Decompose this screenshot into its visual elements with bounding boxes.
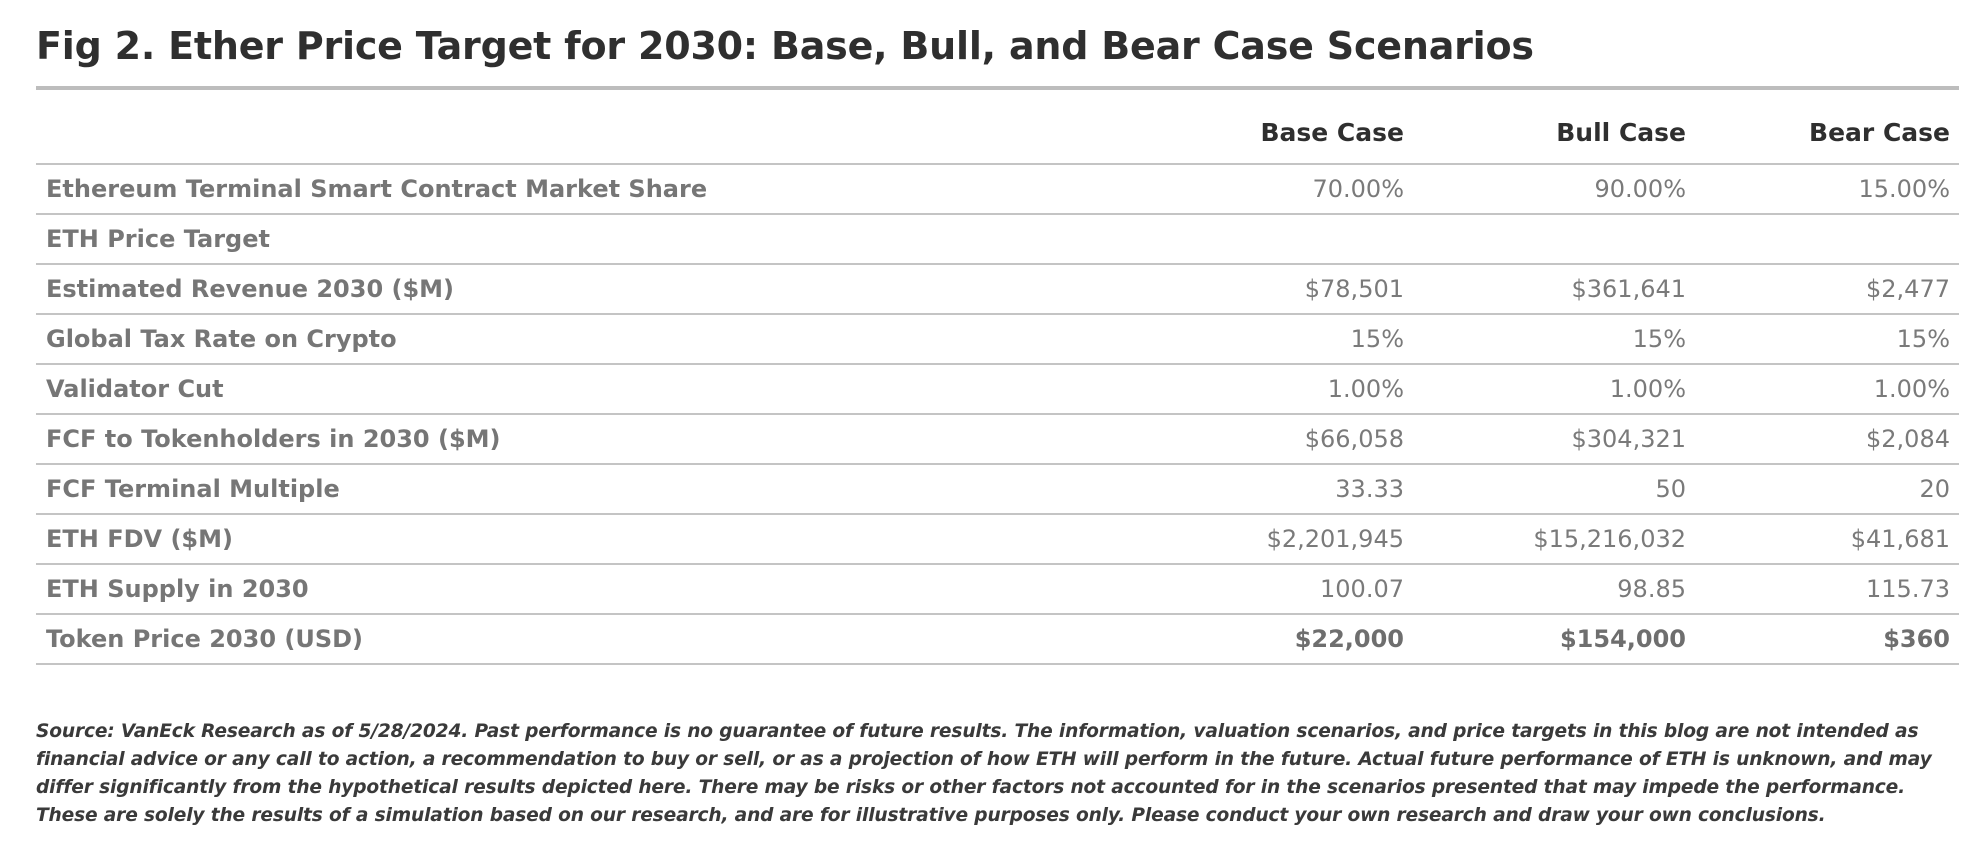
row-label: ETH FDV ($M)	[46, 525, 233, 553]
table-row: ETH FDV ($M) $2,201,945 $15,216,032 $41,…	[36, 515, 1959, 565]
table-row: Validator Cut 1.00% 1.00% 1.00%	[36, 365, 1959, 415]
table-header-row: Base Case Bull Case Bear Case	[36, 90, 1959, 165]
bull-case-value: 1.00%	[1609, 375, 1686, 403]
bear-case-value: 15%	[1896, 325, 1950, 353]
row-label: Estimated Revenue 2030 ($M)	[46, 275, 455, 303]
scenario-table: Base Case Bull Case Bear Case Ethereum T…	[36, 90, 1959, 665]
bear-case-value: $2,084	[1866, 425, 1950, 453]
base-case-value: 33.33	[1335, 475, 1404, 503]
header-bull-case: Bull Case	[1556, 118, 1686, 147]
bull-case-value: $304,321	[1571, 425, 1686, 453]
table-row: ETH Supply in 2030 100.07 98.85 115.73	[36, 565, 1959, 615]
row-label: Token Price 2030 (USD)	[46, 625, 364, 653]
row-label: ETH Price Target	[46, 225, 270, 253]
base-case-value: 15%	[1350, 325, 1404, 353]
bear-case-value: 1.00%	[1873, 375, 1950, 403]
bull-case-value: $361,641	[1571, 275, 1686, 303]
bear-case-value: $2,477	[1866, 275, 1950, 303]
base-case-value: $78,501	[1304, 275, 1404, 303]
table-row: Ethereum Terminal Smart Contract Market …	[36, 165, 1959, 215]
row-label: Ethereum Terminal Smart Contract Market …	[46, 175, 708, 203]
base-case-value: 100.07	[1320, 575, 1404, 603]
table-row: FCF to Tokenholders in 2030 ($M) $66,058…	[36, 415, 1959, 465]
bull-case-value: 98.85	[1617, 575, 1686, 603]
table-row: Estimated Revenue 2030 ($M) $78,501 $361…	[36, 265, 1959, 315]
bull-case-value: 50	[1655, 475, 1686, 503]
bear-case-value: $360	[1883, 625, 1950, 653]
row-label: Global Tax Rate on Crypto	[46, 325, 397, 353]
base-case-value: $22,000	[1294, 625, 1404, 653]
bear-case-value: 115.73	[1866, 575, 1950, 603]
bear-case-value: $41,681	[1850, 525, 1950, 553]
table-row: Global Tax Rate on Crypto 15% 15% 15%	[36, 315, 1959, 365]
bear-case-value: 15.00%	[1858, 175, 1950, 203]
header-base-case: Base Case	[1260, 118, 1404, 147]
bear-case-value: 20	[1919, 475, 1950, 503]
row-label: Validator Cut	[46, 375, 224, 403]
base-case-value: 1.00%	[1327, 375, 1404, 403]
row-label: FCF to Tokenholders in 2030 ($M)	[46, 425, 501, 453]
figure-title: Fig 2. Ether Price Target for 2030: Base…	[36, 24, 1534, 68]
table-row: FCF Terminal Multiple 33.33 50 20	[36, 465, 1959, 515]
base-case-value: $66,058	[1304, 425, 1404, 453]
bull-case-value: 90.00%	[1594, 175, 1686, 203]
row-label: ETH Supply in 2030	[46, 575, 309, 603]
base-case-value: $2,201,945	[1266, 525, 1404, 553]
title-divider	[36, 86, 1959, 90]
table-row: ETH Price Target	[36, 215, 1959, 265]
source-footnote: Source: VanEck Research as of 5/28/2024.…	[36, 721, 1932, 826]
base-case-value: 70.00%	[1312, 175, 1404, 203]
bull-case-value: 15%	[1632, 325, 1686, 353]
row-label: FCF Terminal Multiple	[46, 475, 340, 503]
bull-case-value: $154,000	[1559, 625, 1686, 653]
table-row: Token Price 2030 (USD) $22,000 $154,000 …	[36, 615, 1959, 665]
bull-case-value: $15,216,032	[1533, 525, 1686, 553]
header-bear-case: Bear Case	[1809, 118, 1950, 147]
